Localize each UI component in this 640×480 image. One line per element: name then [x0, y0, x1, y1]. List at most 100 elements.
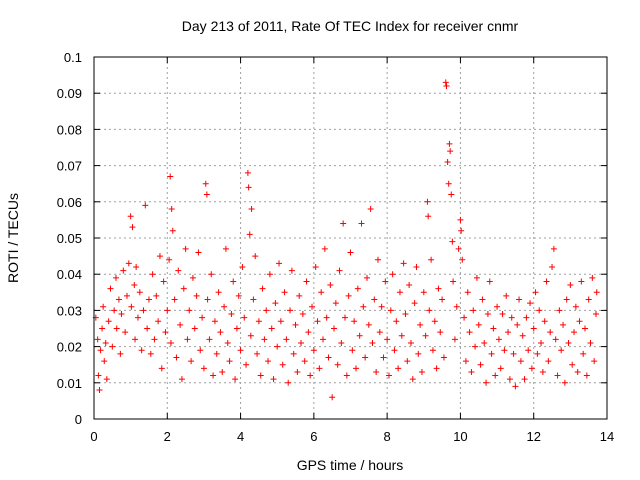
- data-point: [578, 278, 585, 285]
- data-point: [125, 260, 132, 267]
- x-tick-label: 12: [526, 429, 540, 444]
- data-point: [204, 296, 211, 303]
- data-point: [303, 278, 310, 285]
- data-point: [519, 332, 526, 339]
- data-point: [558, 347, 565, 354]
- data-point: [122, 329, 129, 336]
- data-point: [239, 263, 246, 270]
- data-point: [213, 350, 220, 357]
- data-point: [270, 376, 277, 383]
- data-point: [457, 216, 464, 223]
- data-point: [147, 350, 154, 357]
- data-point: [406, 282, 413, 289]
- data-point: [332, 300, 339, 307]
- data-point: [175, 267, 182, 274]
- data-point: [215, 289, 222, 296]
- data-point: [290, 350, 297, 357]
- data-point: [371, 296, 378, 303]
- data-point: [307, 372, 314, 379]
- axis-ticks: [93, 56, 608, 420]
- data-point: [310, 347, 317, 354]
- data-point: [255, 318, 262, 325]
- data-point: [530, 325, 537, 332]
- data-point: [138, 347, 145, 354]
- data-point: [385, 372, 392, 379]
- data-point: [563, 296, 570, 303]
- data-point: [243, 361, 250, 368]
- data-point: [527, 300, 534, 307]
- data-point: [420, 289, 427, 296]
- data-point: [274, 343, 281, 350]
- data-point: [484, 311, 491, 318]
- data-point: [312, 263, 319, 270]
- data-point: [425, 213, 432, 220]
- data-point: [417, 321, 424, 328]
- data-point: [224, 339, 231, 346]
- data-point: [268, 325, 275, 332]
- data-point: [208, 271, 215, 278]
- data-point: [367, 206, 374, 213]
- data-point: [94, 336, 101, 343]
- data-point: [431, 318, 438, 325]
- y-tick-label: 0.05: [57, 231, 82, 246]
- data-point: [136, 289, 143, 296]
- data-point: [195, 249, 202, 256]
- data-point: [510, 350, 517, 357]
- data-point: [404, 358, 411, 365]
- data-point: [233, 325, 240, 332]
- data-point: [347, 249, 354, 256]
- data-point: [574, 368, 581, 375]
- data-point: [276, 260, 283, 267]
- data-point: [569, 361, 576, 368]
- data-point: [123, 292, 130, 299]
- data-point: [211, 318, 218, 325]
- data-point: [298, 339, 305, 346]
- data-point: [156, 253, 163, 260]
- x-tick-label: 2: [164, 429, 171, 444]
- data-point: [400, 260, 407, 267]
- data-point: [411, 300, 418, 307]
- y-tick-label: 0.08: [57, 122, 82, 137]
- data-point: [134, 314, 141, 321]
- data-point: [506, 376, 513, 383]
- data-point: [331, 325, 338, 332]
- data-point: [140, 307, 147, 314]
- data-point: [287, 307, 294, 314]
- data-point: [462, 358, 469, 365]
- data-point: [151, 336, 158, 343]
- data-point: [200, 365, 207, 372]
- y-tick-label: 0.03: [57, 303, 82, 318]
- data-point: [582, 325, 589, 332]
- data-point: [107, 285, 114, 292]
- data-point: [160, 278, 167, 285]
- data-point: [294, 368, 301, 375]
- data-point: [580, 350, 587, 357]
- data-point: [103, 376, 110, 383]
- y-tick-label: 0.04: [57, 267, 82, 282]
- data-point: [144, 325, 151, 332]
- data-point: [356, 332, 363, 339]
- y-tick-label: 0: [75, 412, 82, 427]
- data-point: [131, 282, 138, 289]
- data-point: [585, 296, 592, 303]
- data-point: [369, 339, 376, 346]
- data-point: [281, 289, 288, 296]
- data-point: [296, 292, 303, 299]
- data-point: [235, 292, 242, 299]
- data-point: [472, 343, 479, 350]
- data-point: [525, 347, 532, 354]
- data-point: [191, 325, 198, 332]
- data-point: [266, 271, 273, 278]
- data-point: [483, 379, 490, 386]
- data-point: [112, 274, 119, 281]
- data-point: [248, 206, 255, 213]
- data-point: [277, 318, 284, 325]
- data-point: [199, 314, 206, 321]
- data-point: [164, 307, 171, 314]
- data-point: [228, 311, 235, 318]
- y-tick-label: 0.09: [57, 86, 82, 101]
- y-tick-labels: 0 0.01 0.02 0.03 0.04 0.05 0.06 0.07 0.08 0.09 0.1: [57, 50, 82, 427]
- data-point: [343, 372, 350, 379]
- data-point: [184, 336, 191, 343]
- x-tick-label: 10: [453, 429, 467, 444]
